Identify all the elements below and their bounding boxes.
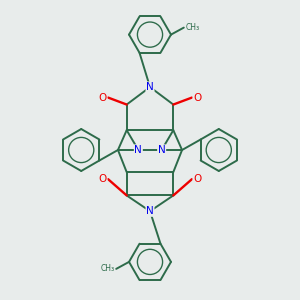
Text: O: O: [193, 92, 201, 103]
Text: O: O: [99, 174, 107, 184]
Text: N: N: [134, 145, 142, 155]
Text: N: N: [158, 145, 166, 155]
Text: N: N: [146, 206, 154, 216]
Text: CH₃: CH₃: [100, 264, 114, 273]
Text: O: O: [193, 174, 201, 184]
Text: N: N: [146, 82, 154, 92]
Text: O: O: [99, 92, 107, 103]
Text: CH₃: CH₃: [186, 23, 200, 32]
